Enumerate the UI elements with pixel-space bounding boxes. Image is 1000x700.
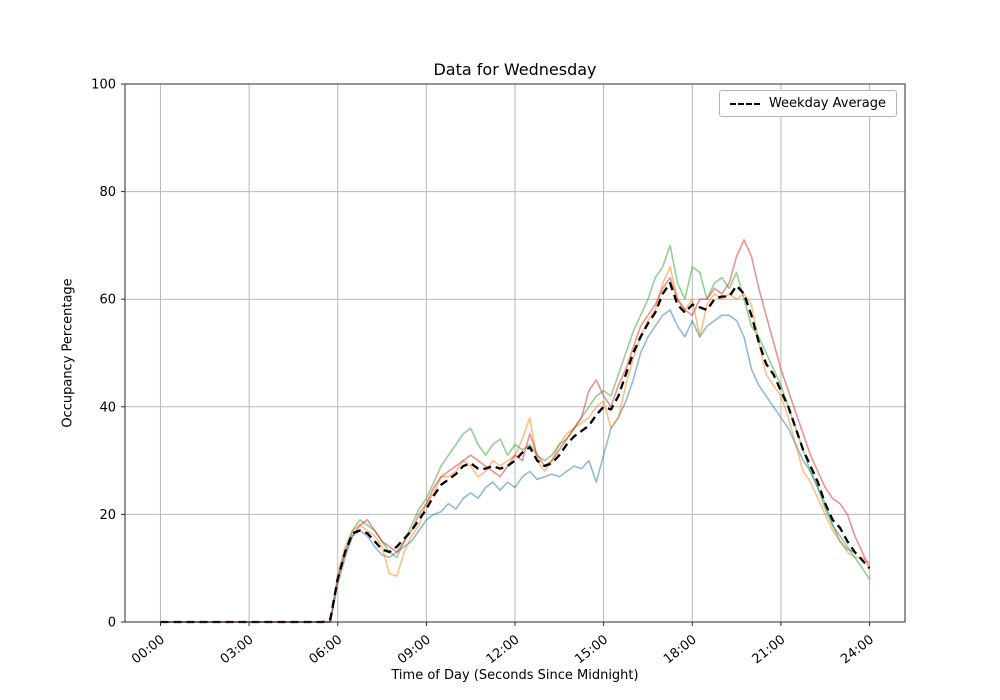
dashed-line-icon — [729, 102, 760, 105]
chart-title: Data for Wednesday — [433, 60, 597, 79]
y-tick-label: 20 — [99, 508, 116, 523]
y-tick-label: 40 — [99, 400, 116, 415]
y-tick-label: 0 — [108, 616, 116, 631]
y-tick-label: 100 — [91, 78, 116, 93]
y-axis-label: Occupancy Percentage — [60, 278, 76, 428]
x-tick-label: 06:00 — [306, 632, 345, 667]
y-tick-label: 60 — [99, 293, 116, 308]
x-tick-label: 24:00 — [838, 632, 877, 667]
x-tick-label: 15:00 — [572, 632, 611, 667]
legend-entry-weekday-average: Weekday Average — [768, 96, 886, 111]
x-tick-label: 21:00 — [750, 632, 789, 667]
x-axis-label: Time of Day (Seconds Since Midnight) — [391, 668, 639, 683]
x-tick-label: 18:00 — [661, 632, 700, 667]
x-tick-label: 03:00 — [218, 632, 257, 667]
legend: Weekday Average — [718, 90, 897, 117]
x-tick-label: 12:00 — [484, 632, 523, 667]
x-tick-label: 00:00 — [129, 632, 168, 667]
y-tick-label: 80 — [99, 185, 116, 200]
x-tick-label: 09:00 — [395, 632, 434, 667]
